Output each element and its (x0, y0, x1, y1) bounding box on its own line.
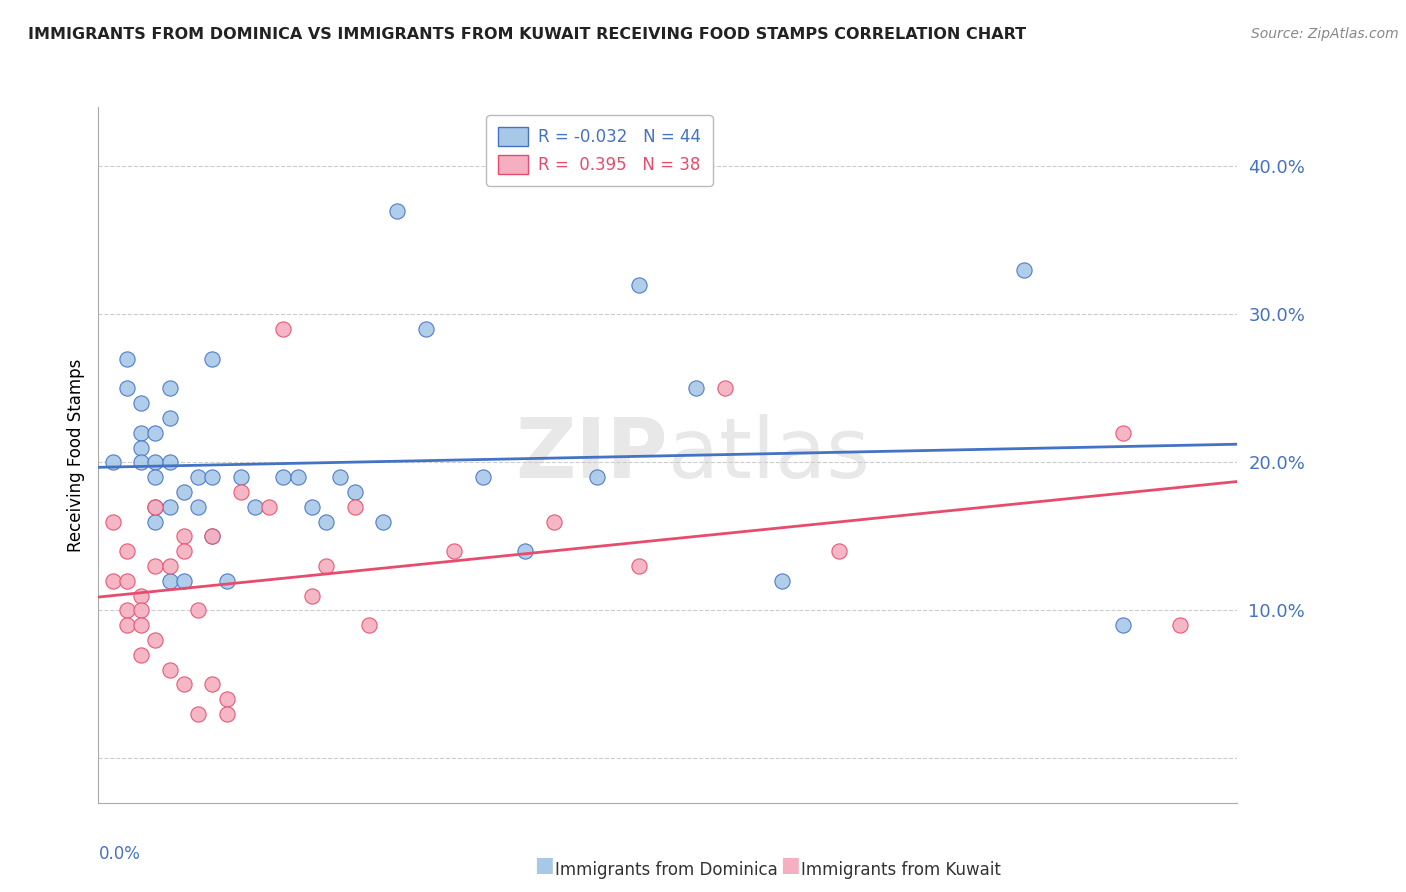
Point (145, 425, 167, 440)
Point (173, 574, 195, 588)
Point (273, 322, 295, 336)
Point (315, 515, 337, 529)
Text: IMMIGRANTS FROM DOMINICA VS IMMIGRANTS FROM KUWAIT RECEIVING FOOD STAMPS CORRELA: IMMIGRANTS FROM DOMINICA VS IMMIGRANTS F… (28, 27, 1026, 42)
Text: ■: ■ (780, 855, 800, 875)
Point (229, 470, 252, 484)
Point (115, 351, 138, 366)
Point (129, 441, 152, 455)
Point (243, 500, 266, 514)
Point (129, 589, 152, 603)
Point (273, 470, 295, 484)
Point (585, 470, 607, 484)
Point (628, 558, 651, 573)
Point (215, 692, 238, 706)
Point (159, 663, 181, 677)
Point (357, 618, 380, 632)
Point (101, 574, 124, 588)
Point (471, 470, 494, 484)
Point (129, 455, 152, 469)
Point (115, 603, 138, 617)
Point (1112, 425, 1135, 440)
Text: ■: ■ (534, 855, 554, 875)
Point (287, 470, 309, 484)
Point (685, 381, 707, 395)
Point (201, 351, 224, 366)
Point (343, 484, 366, 499)
Text: 0.0%: 0.0% (98, 845, 141, 863)
Point (159, 411, 181, 425)
Point (201, 677, 224, 691)
Point (1012, 263, 1035, 277)
Point (159, 574, 181, 588)
Point (145, 500, 167, 514)
Point (173, 484, 195, 499)
Point (828, 544, 851, 558)
Point (301, 500, 323, 514)
Y-axis label: Receiving Food Stamps: Receiving Food Stamps (66, 359, 84, 551)
Point (215, 706, 238, 721)
Point (173, 529, 195, 543)
Point (173, 677, 195, 691)
Point (1112, 618, 1135, 632)
Point (187, 603, 209, 617)
Point (443, 544, 465, 558)
Point (187, 706, 209, 721)
Point (201, 470, 224, 484)
Point (415, 322, 437, 336)
Point (714, 381, 737, 395)
Point (387, 203, 409, 218)
Point (343, 500, 366, 514)
Point (129, 396, 152, 410)
Point (145, 515, 167, 529)
Point (145, 470, 167, 484)
Text: Source: ZipAtlas.com: Source: ZipAtlas.com (1251, 27, 1399, 41)
Point (115, 544, 138, 558)
Point (145, 632, 167, 647)
Point (371, 515, 394, 529)
Point (145, 455, 167, 469)
Point (145, 558, 167, 573)
Point (1170, 618, 1192, 632)
Point (115, 574, 138, 588)
Point (159, 558, 181, 573)
Point (145, 500, 167, 514)
Point (315, 558, 337, 573)
Legend: R = -0.032   N = 44, R =  0.395   N = 38: R = -0.032 N = 44, R = 0.395 N = 38 (486, 115, 713, 186)
Point (259, 500, 281, 514)
Point (770, 574, 793, 588)
Point (159, 381, 181, 395)
Point (129, 648, 152, 662)
Text: atlas: atlas (668, 415, 869, 495)
Point (129, 603, 152, 617)
Text: Immigrants from Kuwait: Immigrants from Kuwait (801, 861, 1001, 879)
Text: Immigrants from Dominica: Immigrants from Dominica (555, 861, 778, 879)
Point (201, 529, 224, 543)
Point (115, 381, 138, 395)
Text: ZIP: ZIP (516, 415, 668, 495)
Point (129, 618, 152, 632)
Point (329, 470, 352, 484)
Point (187, 470, 209, 484)
Point (628, 277, 651, 292)
Point (159, 455, 181, 469)
Point (101, 515, 124, 529)
Point (115, 618, 138, 632)
Point (201, 529, 224, 543)
Point (173, 544, 195, 558)
Point (301, 589, 323, 603)
Point (515, 544, 537, 558)
Point (215, 574, 238, 588)
Point (229, 484, 252, 499)
Point (187, 500, 209, 514)
Point (101, 455, 124, 469)
Point (543, 515, 565, 529)
Point (129, 425, 152, 440)
Point (159, 500, 181, 514)
